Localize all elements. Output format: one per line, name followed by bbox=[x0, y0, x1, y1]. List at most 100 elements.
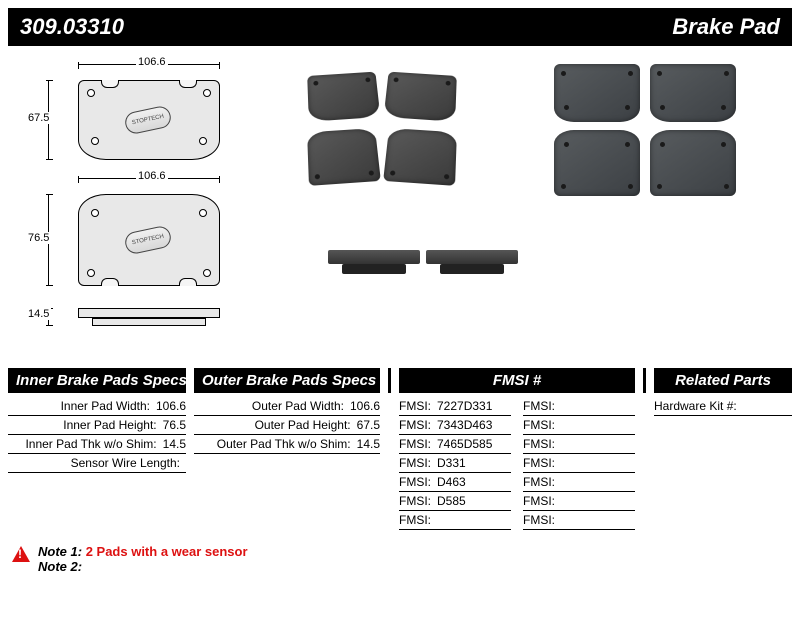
specs-headers: Inner Brake Pads Specs Outer Brake Pads … bbox=[8, 368, 792, 393]
spec-row: FMSI:7343D463 bbox=[399, 416, 511, 435]
warning-icon bbox=[12, 546, 30, 562]
spec-label: FMSI: bbox=[523, 399, 555, 413]
spec-row: FMSI: bbox=[523, 454, 635, 473]
spec-row: Outer Pad Thk w/o Shim:14.5 bbox=[194, 435, 380, 454]
dim-thickness: 14.5 bbox=[26, 308, 51, 320]
spec-value: 67.5 bbox=[351, 418, 380, 432]
spec-label: FMSI: bbox=[399, 456, 431, 470]
spec-value bbox=[555, 475, 561, 489]
dim-top-height: 67.5 bbox=[26, 112, 51, 124]
spec-value: D463 bbox=[431, 475, 466, 489]
spec-value bbox=[555, 418, 561, 432]
spec-row: FMSI:7227D331 bbox=[399, 397, 511, 416]
outer-specs: Outer Pad Width:106.6Outer Pad Height:67… bbox=[194, 397, 380, 530]
spec-label: Inner Pad Width: bbox=[61, 399, 150, 413]
spec-label: Inner Pad Thk w/o Shim: bbox=[25, 437, 156, 451]
spec-label: FMSI: bbox=[399, 475, 431, 489]
logo-stamp: STOPTECH bbox=[123, 104, 173, 135]
spec-row: FMSI:D331 bbox=[399, 454, 511, 473]
dim-bot-height: 76.5 bbox=[26, 232, 51, 244]
spec-value bbox=[555, 437, 561, 451]
spec-row: FMSI: bbox=[523, 511, 635, 530]
side-plate bbox=[78, 308, 220, 318]
spec-row: Outer Pad Height:67.5 bbox=[194, 416, 380, 435]
spec-row: Inner Pad Height:76.5 bbox=[8, 416, 186, 435]
spec-label: FMSI: bbox=[523, 475, 555, 489]
spec-row: FMSI: bbox=[523, 492, 635, 511]
spec-row: FMSI:7465D585 bbox=[399, 435, 511, 454]
spec-row: Hardware Kit #: bbox=[654, 397, 792, 416]
spec-value: 7343D463 bbox=[431, 418, 492, 432]
main-area: 106.6 67.5 STOPTECH 106.6 76.5 STOPTECH … bbox=[0, 46, 800, 368]
side-friction bbox=[92, 318, 206, 326]
spec-row: FMSI:D463 bbox=[399, 473, 511, 492]
spec-value bbox=[737, 399, 743, 413]
note1-label: Note 1: bbox=[38, 544, 82, 559]
spec-label: Inner Pad Height: bbox=[63, 418, 156, 432]
spec-value bbox=[555, 456, 561, 470]
outer-specs-header: Outer Brake Pads Specs bbox=[194, 368, 380, 393]
spec-value: 76.5 bbox=[157, 418, 186, 432]
spec-label: FMSI: bbox=[399, 513, 431, 527]
spec-value bbox=[555, 494, 561, 508]
spec-value: 106.6 bbox=[344, 399, 380, 413]
spec-row: FMSI: bbox=[399, 511, 511, 530]
spec-label: Outer Pad Height: bbox=[255, 418, 351, 432]
technical-diagram: 106.6 67.5 STOPTECH 106.6 76.5 STOPTECH … bbox=[8, 54, 238, 364]
spec-value bbox=[180, 456, 186, 470]
spec-row: FMSI: bbox=[523, 473, 635, 492]
spec-value bbox=[555, 399, 561, 413]
spec-label: FMSI: bbox=[399, 437, 431, 451]
spec-label: Outer Pad Thk w/o Shim: bbox=[217, 437, 351, 451]
divider bbox=[388, 368, 391, 393]
header-bar: 309.03310 Brake Pad bbox=[8, 8, 792, 46]
spec-value bbox=[555, 513, 561, 527]
spec-label: Hardware Kit #: bbox=[654, 399, 737, 413]
spec-row: FMSI:D585 bbox=[399, 492, 511, 511]
spec-label: FMSI: bbox=[523, 513, 555, 527]
logo-stamp: STOPTECH bbox=[123, 224, 173, 255]
spec-label: Sensor Wire Length: bbox=[71, 456, 180, 470]
fmsi-specs: FMSI:7227D331FMSI:7343D463FMSI:7465D585F… bbox=[399, 397, 635, 530]
divider bbox=[643, 368, 646, 393]
inner-specs-header: Inner Brake Pads Specs bbox=[8, 368, 186, 393]
spec-row: Sensor Wire Length: bbox=[8, 454, 186, 473]
spec-label: FMSI: bbox=[523, 494, 555, 508]
part-number: 309.03310 bbox=[20, 14, 124, 40]
pad-top: STOPTECH bbox=[78, 80, 220, 160]
specs-body: Inner Pad Width:106.6Inner Pad Height:76… bbox=[8, 397, 792, 530]
spec-value: D585 bbox=[431, 494, 466, 508]
note2-label: Note 2: bbox=[38, 559, 82, 574]
category-label: Brake Pad bbox=[672, 14, 780, 40]
spec-row: FMSI: bbox=[523, 435, 635, 454]
spec-row: FMSI: bbox=[523, 397, 635, 416]
spec-label: FMSI: bbox=[523, 418, 555, 432]
spec-value: D331 bbox=[431, 456, 466, 470]
pad-bottom: STOPTECH bbox=[78, 194, 220, 286]
spec-value bbox=[431, 513, 437, 527]
spec-row: FMSI: bbox=[523, 416, 635, 435]
spec-row: Inner Pad Thk w/o Shim:14.5 bbox=[8, 435, 186, 454]
related-specs: Hardware Kit #: bbox=[654, 397, 792, 530]
product-photos bbox=[248, 54, 792, 364]
spec-row: Outer Pad Width:106.6 bbox=[194, 397, 380, 416]
spec-value: 14.5 bbox=[351, 437, 380, 451]
related-header: Related Parts bbox=[654, 368, 792, 393]
spec-value: 7227D331 bbox=[431, 399, 492, 413]
inner-specs: Inner Pad Width:106.6Inner Pad Height:76… bbox=[8, 397, 186, 530]
spec-label: FMSI: bbox=[523, 437, 555, 451]
spec-label: FMSI: bbox=[399, 399, 431, 413]
dim-bot-width: 106.6 bbox=[136, 170, 168, 182]
spec-value: 14.5 bbox=[157, 437, 186, 451]
dim-top-width: 106.6 bbox=[136, 56, 168, 68]
spec-label: Outer Pad Width: bbox=[252, 399, 344, 413]
note1-text: 2 Pads with a wear sensor bbox=[86, 544, 248, 559]
notes-section: Note 1: 2 Pads with a wear sensor Note 2… bbox=[8, 544, 792, 574]
spec-label: FMSI: bbox=[399, 418, 431, 432]
specs-section: Inner Brake Pads Specs Outer Brake Pads … bbox=[0, 368, 800, 574]
spec-label: FMSI: bbox=[523, 456, 555, 470]
spec-label: FMSI: bbox=[399, 494, 431, 508]
spec-value: 7465D585 bbox=[431, 437, 492, 451]
spec-row: Inner Pad Width:106.6 bbox=[8, 397, 186, 416]
spec-value: 106.6 bbox=[150, 399, 186, 413]
